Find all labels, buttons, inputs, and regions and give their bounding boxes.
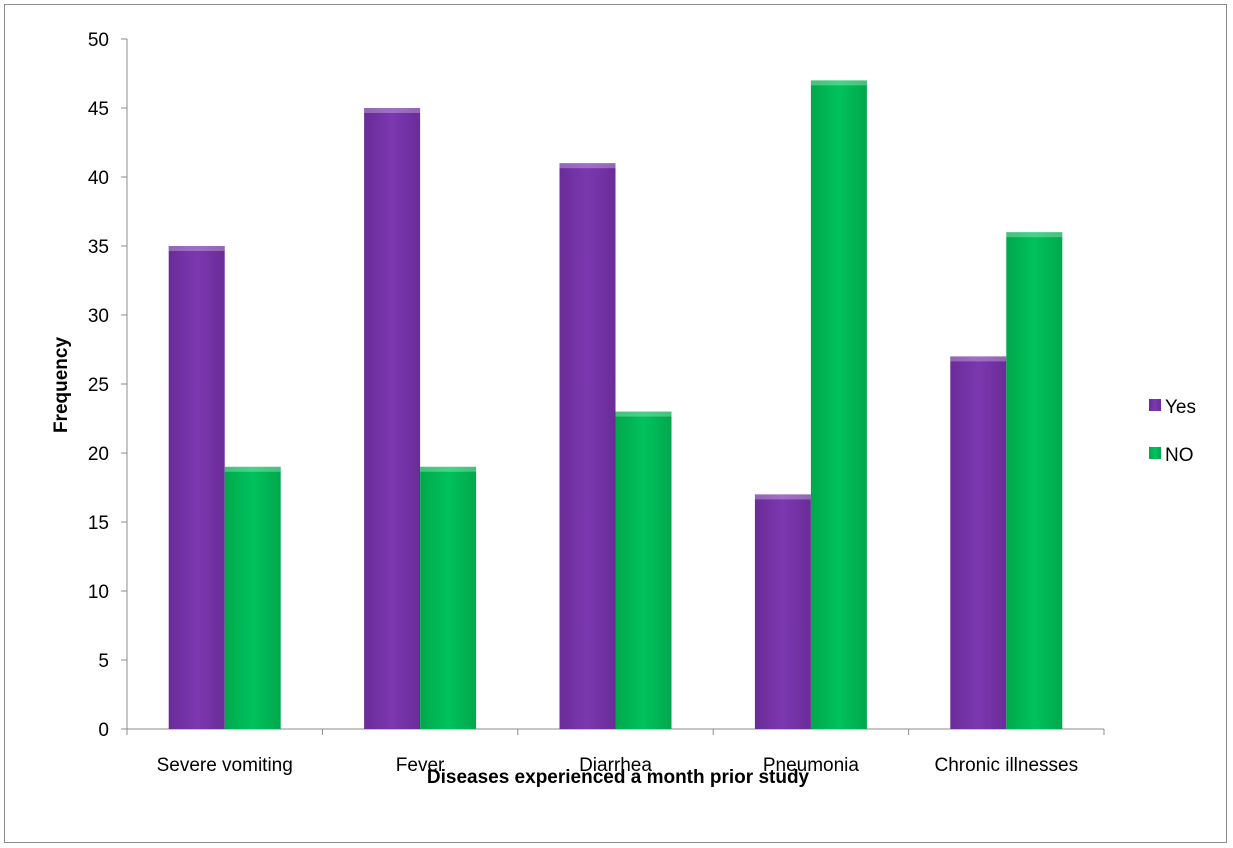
y-tick-group: 0 5 10 15 20 25 30 35 40 45 50: [88, 30, 127, 741]
bar-yes: [364, 108, 421, 729]
y-tick-label: 5: [98, 651, 109, 672]
y-tick-label: 35: [88, 237, 109, 258]
legend: Yes NO: [1149, 397, 1196, 466]
y-axis-title: Frequency: [51, 337, 72, 434]
bar-yes: [168, 246, 225, 729]
bar-top-highlight: [364, 108, 421, 113]
bar-no: [224, 466, 281, 729]
bar-no: [615, 411, 672, 729]
bar-no: [810, 80, 867, 729]
bar-top-highlight: [754, 494, 811, 500]
x-axis-title: Diseases experienced a month prior study: [427, 767, 810, 788]
y-tick-label: 30: [88, 306, 109, 327]
legend-swatch-no: [1149, 447, 1161, 459]
bar-top-highlight: [810, 80, 867, 86]
bar-group: [168, 80, 1063, 729]
y-tick-label: 10: [88, 582, 109, 603]
y-tick-label: 15: [88, 513, 109, 534]
bar-top-highlight: [615, 411, 672, 417]
y-tick-label: 25: [88, 375, 109, 396]
y-tick-label: 45: [88, 99, 109, 120]
y-tick-label: 40: [88, 168, 109, 189]
bar-top-highlight: [420, 466, 477, 472]
legend-label-yes: Yes: [1165, 397, 1196, 418]
legend-swatch-yes: [1149, 399, 1161, 411]
bar-top-highlight: [168, 246, 225, 251]
bar-top-highlight: [224, 466, 281, 472]
legend-label-no: NO: [1165, 445, 1194, 466]
y-tick-label: 50: [88, 30, 109, 51]
x-tick-label: Pneumonia: [763, 755, 860, 776]
x-tick-label: Diarrhea: [579, 755, 652, 776]
bar-top-highlight: [1006, 232, 1063, 238]
x-tick-label: Fever: [396, 755, 445, 776]
x-tick-group: Severe vomiting Fever Diarrhea Pneumonia Chr…: [126, 729, 1105, 776]
y-tick-label: 20: [88, 444, 109, 465]
bar-yes: [754, 494, 811, 729]
bar-top-highlight: [559, 163, 616, 169]
bar-no: [420, 466, 477, 729]
x-tick-label: Chronic illnesses: [934, 755, 1078, 776]
bar-yes: [950, 356, 1007, 729]
bar-yes: [559, 163, 616, 729]
y-tick-label: 0: [98, 720, 109, 741]
bar-top-highlight: [950, 356, 1007, 362]
x-tick-label: Severe vomiting: [157, 755, 293, 776]
bar-no: [1006, 232, 1063, 729]
